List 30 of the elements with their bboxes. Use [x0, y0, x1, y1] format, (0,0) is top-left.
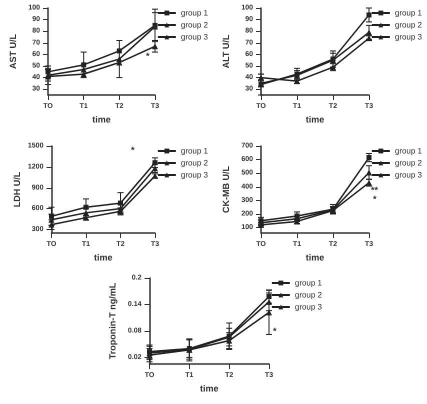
annotation: *: [146, 51, 150, 61]
legend-label: group 3: [294, 302, 323, 312]
legend-label: group 3: [180, 32, 209, 42]
legend-label: group 2: [294, 290, 323, 300]
legend-label: group 3: [394, 170, 423, 180]
x-axis-title: time: [306, 114, 324, 124]
annotation: *: [131, 145, 135, 155]
legend-label: group 3: [394, 32, 423, 42]
legend-label: group 2: [394, 158, 423, 168]
y-axis-title: Troponin-T ng/mL: [108, 282, 118, 360]
x-axis-title: time: [94, 252, 112, 262]
legend-label: group 3: [180, 170, 209, 180]
y-axis-title: AST U/L: [8, 34, 18, 69]
x-axis-title: time: [92, 114, 111, 124]
legend-label: group 2: [180, 158, 209, 168]
legend-label: group 1: [180, 146, 209, 156]
y-axis-title: ALT U/L: [220, 34, 231, 68]
y-axis-title: CK-MB U/L: [220, 166, 231, 213]
text: **: [371, 185, 378, 195]
text: *: [373, 194, 377, 204]
x-axis-title: time: [306, 252, 324, 262]
text: *: [273, 326, 277, 336]
legend-label: group 2: [394, 20, 423, 30]
legend-label: group 2: [180, 20, 209, 30]
legend-label: group 1: [394, 146, 423, 156]
x-axis-title: time: [200, 383, 219, 394]
legend-label: group 1: [180, 8, 209, 18]
legend-label: group 1: [294, 278, 323, 288]
y-axis-title: LDH U/L: [12, 171, 22, 208]
legend-label: group 1: [394, 8, 423, 18]
